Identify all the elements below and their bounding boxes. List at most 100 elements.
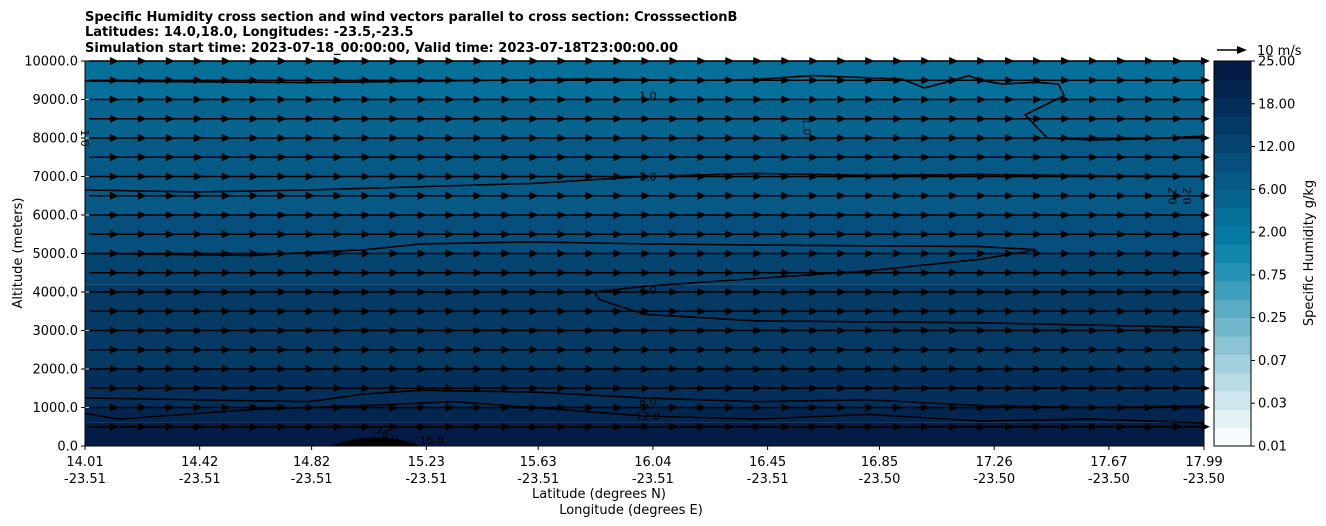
wind-vector-head — [1117, 422, 1126, 431]
wind-vector-head — [361, 191, 371, 200]
wind-vector-head — [1117, 76, 1126, 85]
x-tick-label-latitude: 16.04 — [634, 455, 671, 470]
wind-vector-head — [137, 191, 147, 200]
wind-vector-head — [977, 268, 987, 277]
wind-vector-head — [1033, 288, 1043, 296]
wind-vector-head — [529, 345, 539, 354]
wind-vector-head — [977, 288, 987, 296]
wind-vector-head — [781, 114, 791, 123]
colorbar — [1213, 60, 1252, 447]
x-tick-label-longitude: -23.51 — [405, 472, 447, 487]
wind-vector-head — [1172, 249, 1182, 258]
chart-title-line-1: Specific Humidity cross section and wind… — [85, 10, 737, 25]
wind-vector-head — [501, 268, 511, 277]
wind-vector-head — [697, 114, 707, 123]
wind-vector-head — [221, 307, 231, 316]
wind-vector-head — [473, 134, 483, 142]
wind-vector-head — [529, 326, 539, 335]
wind-vector-head — [333, 326, 343, 335]
wind-vector-head — [585, 365, 595, 373]
wind-vector-head — [417, 268, 427, 277]
wind-vector-head — [473, 422, 483, 431]
wind-vector-head — [109, 114, 119, 123]
wind-vector-head — [109, 76, 119, 85]
wind-vector-head — [137, 153, 147, 162]
wind-vector-head — [809, 153, 819, 162]
wind-vector-head — [697, 230, 707, 239]
wind-vector-head — [753, 365, 763, 373]
contour-fill-16 — [331, 437, 421, 447]
wind-vector-head — [781, 95, 791, 104]
wind-vector-head — [669, 211, 679, 219]
wind-vector-head — [501, 172, 511, 181]
wind-vector-head — [1117, 134, 1126, 142]
wind-vector-head — [837, 365, 847, 373]
wind-vector-head — [1033, 134, 1043, 142]
wind-vector-head — [193, 114, 203, 123]
wind-vector-head — [249, 384, 259, 393]
wind-vector-head — [501, 422, 511, 431]
wind-vector-head — [277, 307, 287, 316]
colorbar-tick-label: 6.00 — [1258, 183, 1287, 198]
colorbar-swatch — [1214, 427, 1251, 447]
wind-vector-head — [417, 249, 427, 258]
wind-vector-head — [1061, 403, 1071, 412]
wind-vector-head — [1172, 345, 1182, 354]
wind-vector-head — [585, 422, 595, 431]
wind-vector-head — [193, 95, 203, 104]
wind-vector-head — [1089, 172, 1099, 181]
wind-vector-head — [193, 172, 203, 181]
wind-vector-head — [893, 153, 903, 162]
wind-vector-head — [865, 268, 875, 277]
wind-vector-head — [949, 95, 959, 104]
wind-vector-head — [837, 326, 847, 335]
wind-vector-head — [389, 268, 399, 277]
wind-vector-head — [781, 153, 791, 162]
wind-vector-head — [473, 76, 483, 85]
wind-vector-head — [361, 288, 371, 296]
wind-vector-head — [1005, 191, 1015, 200]
wind-vector-head — [277, 288, 287, 296]
wind-vector-head — [921, 249, 931, 258]
y-tick-label: 5000.0 — [33, 247, 79, 262]
wind-vector-head — [613, 95, 623, 104]
wind-vector-head — [585, 172, 595, 181]
wind-vector-head — [165, 114, 175, 123]
wind-vector-head — [977, 384, 987, 393]
wind-vector-head — [557, 384, 567, 393]
wind-vector-head — [473, 191, 483, 200]
wind-vector-head — [949, 326, 959, 335]
wind-vector-head — [1033, 114, 1043, 123]
colorbar-swatch — [1214, 79, 1251, 99]
wind-vector-head — [361, 345, 371, 354]
wind-vector-head — [249, 288, 259, 296]
wind-vector-head — [417, 422, 427, 431]
wind-vector-head — [1144, 403, 1154, 412]
wind-vector-head — [249, 114, 259, 123]
wind-vector-head — [697, 76, 707, 85]
wind-vector-head — [921, 230, 931, 239]
x-tick-label-longitude: -23.50 — [1088, 472, 1130, 487]
wind-vector-head — [1061, 288, 1071, 296]
wind-vector-head — [1117, 172, 1126, 181]
wind-vector-head — [529, 211, 539, 219]
wind-vector-head — [977, 326, 987, 335]
wind-vector-head — [1172, 114, 1182, 123]
x-tick-label-latitude: 14.42 — [181, 455, 218, 470]
wind-vector-head — [333, 114, 343, 123]
wind-vector-head — [109, 191, 119, 200]
y-tick-label: 7000.0 — [33, 170, 79, 185]
wind-vector-head — [613, 326, 623, 335]
wind-vector-head — [613, 230, 623, 239]
wind-vector-head — [361, 76, 371, 85]
wind-vector-head — [585, 307, 595, 316]
wind-vector-head — [1061, 114, 1071, 123]
wind-vector-head — [837, 403, 847, 412]
colorbar-swatch — [1214, 391, 1251, 410]
wind-vector-head — [109, 249, 119, 258]
wind-vector-head — [1200, 230, 1210, 239]
colorbar-swatch — [1214, 97, 1251, 117]
wind-vector-head — [109, 365, 119, 373]
wind-vector-head — [921, 95, 931, 104]
